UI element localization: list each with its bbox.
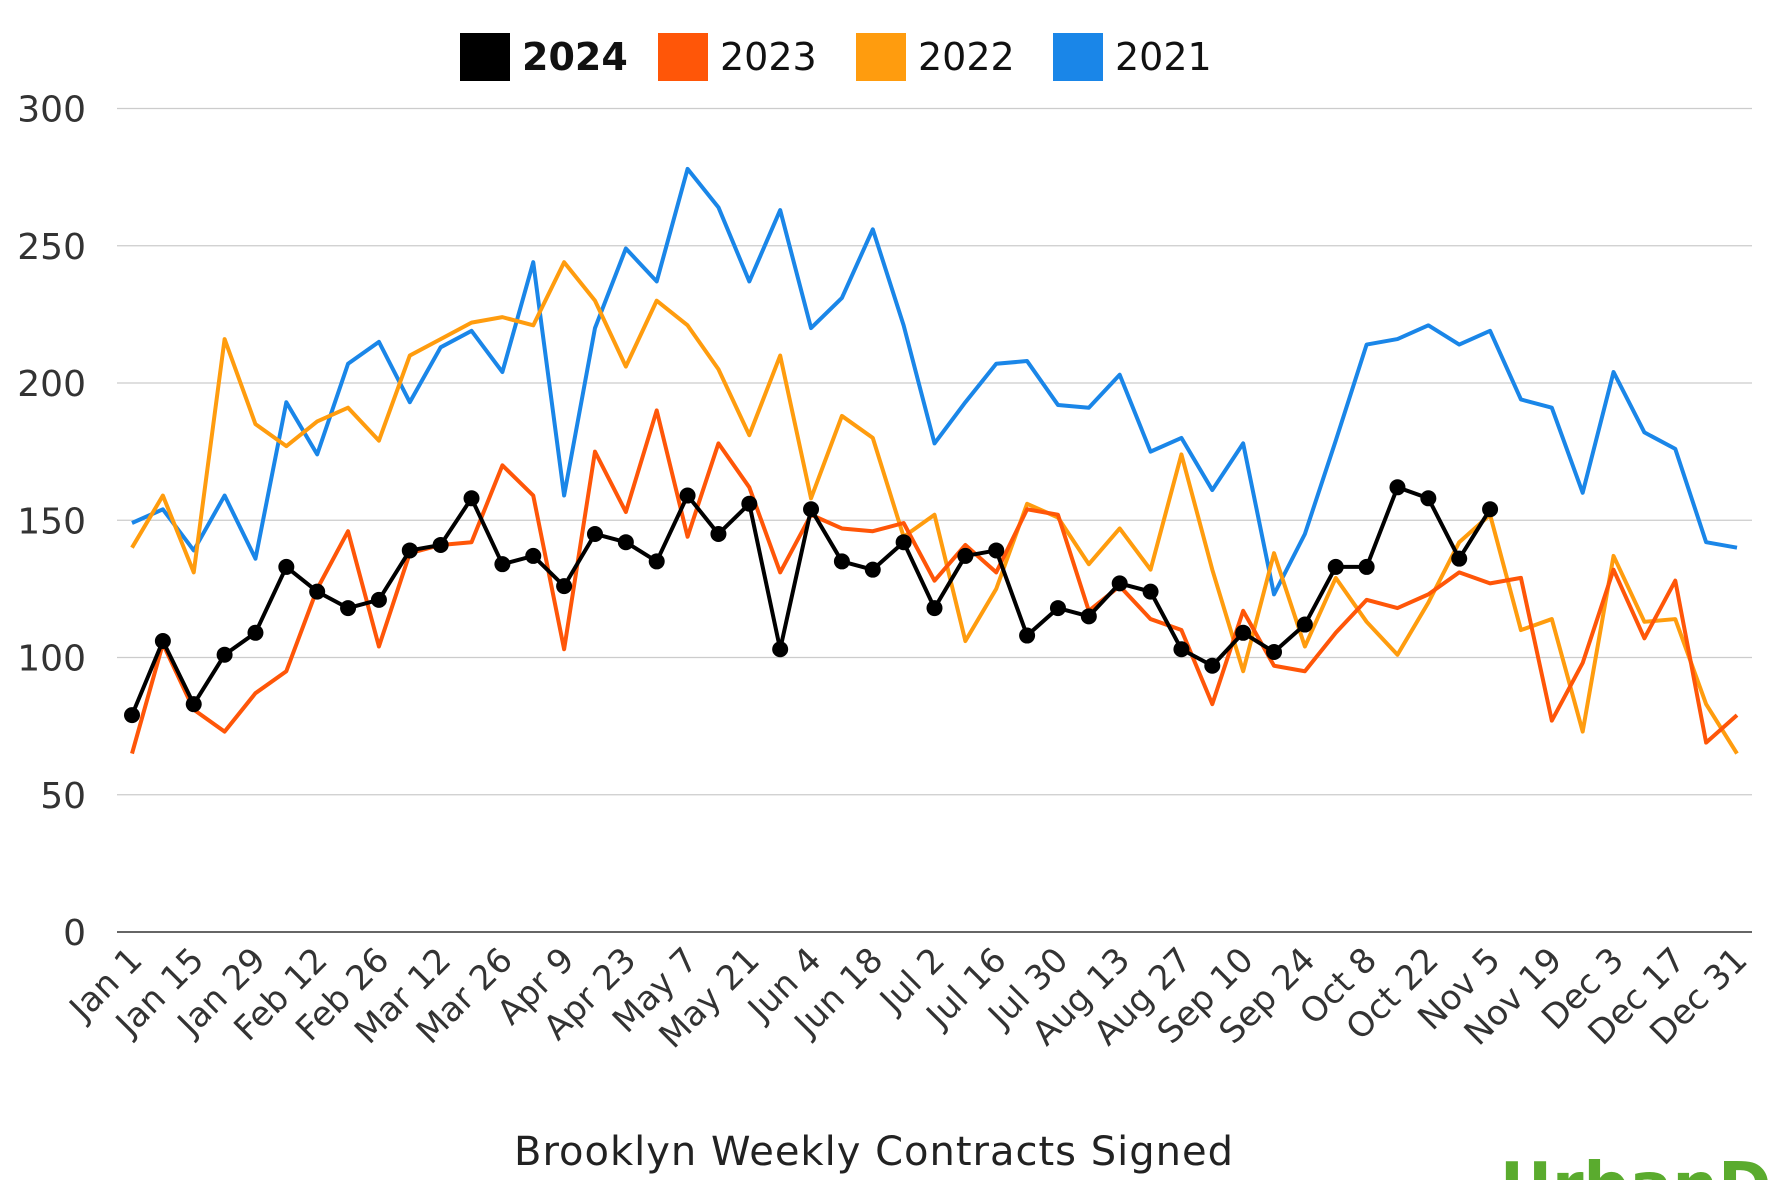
legend-label-2021: 2021 [1115, 35, 1212, 79]
data-point-2024 [1019, 627, 1036, 644]
data-point-2024 [772, 641, 789, 658]
legend-swatch-2023 [658, 33, 708, 81]
data-point-2024 [154, 633, 171, 650]
data-point-2024 [216, 646, 233, 663]
data-point-2024 [710, 525, 727, 542]
data-point-2024 [1358, 558, 1375, 575]
urbandigs-logo: UrbanDigs [1500, 1150, 1772, 1180]
data-point-2024 [1142, 583, 1159, 600]
legend-swatch-2024 [460, 33, 510, 81]
data-point-2024 [1389, 479, 1406, 496]
data-point-2024 [648, 553, 665, 570]
series-lines [124, 166, 1739, 755]
chart-title: Brooklyn Weekly Contracts Signed [514, 1129, 1234, 1175]
series-line-2024 [130, 485, 1492, 716]
data-point-2024 [185, 696, 202, 713]
data-point-2024 [803, 501, 820, 518]
data-point-2024 [1327, 558, 1344, 575]
data-point-2024 [617, 534, 634, 551]
data-point-2024 [1080, 608, 1097, 625]
legend-swatch-2021 [1053, 33, 1103, 81]
series-line-2023 [130, 408, 1739, 755]
data-point-2024 [1482, 501, 1499, 518]
y-tick-label: 300 [17, 90, 86, 131]
legend-label-2022: 2022 [918, 35, 1015, 79]
data-point-2024 [556, 578, 573, 595]
data-point-2024 [679, 487, 696, 504]
data-point-2024 [586, 525, 603, 542]
legend-label-2024: 2024 [522, 35, 628, 79]
y-tick-label: 100 [17, 639, 86, 680]
data-point-2024 [895, 534, 912, 551]
data-point-2024 [1451, 550, 1468, 567]
data-point-2024 [309, 583, 326, 600]
data-point-2024 [957, 547, 974, 564]
data-point-2024 [741, 495, 758, 512]
data-point-2024 [988, 542, 1005, 559]
data-point-2024 [494, 556, 511, 573]
data-point-2024 [926, 600, 943, 617]
data-point-2024 [864, 561, 881, 578]
data-point-2024 [401, 542, 418, 559]
y-axis: 0 50 100 150 200 250 300 [17, 90, 86, 955]
data-point-2024 [432, 536, 449, 553]
series-line-2022 [130, 260, 1739, 755]
data-point-2024 [1296, 616, 1313, 633]
data-point-2024 [525, 547, 542, 564]
data-point-2024 [1235, 624, 1252, 641]
y-tick-label: 250 [17, 227, 86, 268]
legend-swatch-2022 [856, 33, 906, 81]
y-tick-label: 0 [63, 913, 86, 954]
data-point-2024 [1049, 600, 1066, 617]
data-point-2024 [340, 600, 357, 617]
data-point-2024 [124, 707, 140, 724]
data-point-2024 [278, 558, 295, 575]
legend: 2024 2023 2022 2021 [460, 33, 1212, 81]
y-tick-label: 200 [17, 364, 86, 405]
grid [117, 107, 1752, 933]
legend-label-2023: 2023 [720, 35, 817, 79]
data-point-2024 [1266, 644, 1283, 661]
data-point-2024 [370, 591, 387, 608]
data-point-2024 [1420, 490, 1437, 507]
data-point-2024 [1204, 657, 1221, 674]
y-tick-label: 50 [40, 776, 86, 817]
data-point-2024 [833, 553, 850, 570]
y-tick-label: 150 [17, 501, 86, 542]
data-point-2024 [1173, 641, 1190, 658]
data-point-2024 [463, 490, 480, 507]
data-point-2024 [1111, 575, 1128, 592]
data-point-2024 [247, 624, 264, 641]
